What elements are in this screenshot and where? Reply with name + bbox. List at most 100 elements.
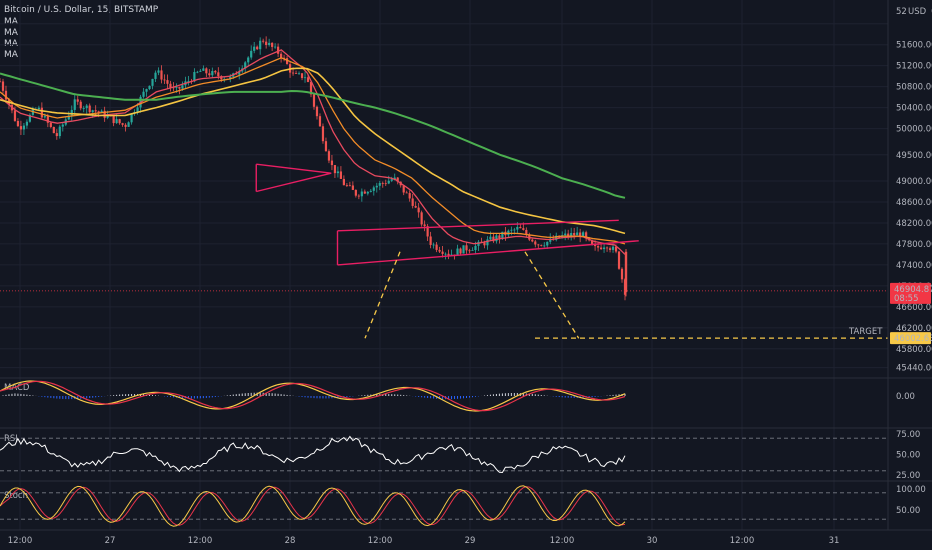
candle-body xyxy=(459,248,462,254)
target-projection-2 xyxy=(524,251,580,339)
candle-body xyxy=(253,46,256,51)
rsi-label: RSI xyxy=(4,434,18,444)
candle-body xyxy=(339,171,343,179)
candle-body xyxy=(280,53,283,58)
candle-body xyxy=(471,250,474,251)
candle-body xyxy=(202,68,205,71)
candle-body xyxy=(306,77,310,82)
candle-body xyxy=(567,233,570,237)
stoch-tick-label: 100.00 xyxy=(896,485,926,495)
candle-body xyxy=(342,178,345,186)
stoch-k-line xyxy=(0,485,626,527)
candle-body xyxy=(300,73,304,79)
candle-body xyxy=(390,179,393,181)
price-tick-label: 50400.00 xyxy=(896,104,932,114)
target-price-badge xyxy=(890,332,931,345)
candle-body xyxy=(429,236,432,245)
candle-body xyxy=(229,76,232,80)
candle-body xyxy=(593,244,597,247)
candle-body xyxy=(611,246,615,250)
rsi-tick-label: 50.00 xyxy=(896,451,920,461)
price-tick-label: 48600.00 xyxy=(896,198,932,208)
candle-body xyxy=(262,40,265,42)
candle-body xyxy=(456,248,459,256)
candle-body xyxy=(13,110,17,121)
candle-body xyxy=(555,235,558,240)
candle-body xyxy=(19,126,23,130)
candle-body xyxy=(462,245,465,254)
candle-body xyxy=(40,107,43,118)
time-tick-label: 29 xyxy=(465,536,476,546)
time-tick-label: 12:00 xyxy=(188,536,213,546)
chart-title: Bitcoin / U.S. Dollar, 15, BITSTAMP xyxy=(4,5,159,15)
candle-body xyxy=(513,229,516,231)
candle-body xyxy=(441,251,444,254)
price-tick-label: 45440.00 xyxy=(896,364,932,374)
candle-body xyxy=(76,99,79,102)
candle-body xyxy=(336,171,340,174)
ma-label-4[interactable]: MA xyxy=(4,50,18,60)
candle-body xyxy=(525,229,528,235)
candle-body xyxy=(444,253,447,255)
candle-body xyxy=(582,232,585,237)
time-tick-label: 27 xyxy=(105,536,116,546)
candle-body xyxy=(1,81,5,91)
candle-body xyxy=(354,189,357,196)
channel-upper xyxy=(337,219,619,232)
last-candle-body xyxy=(624,251,628,293)
price-tick-label: 50000.00 xyxy=(896,125,932,135)
candle-body xyxy=(620,268,624,280)
candle-body xyxy=(154,72,157,79)
candle-body xyxy=(297,73,301,75)
candle-body xyxy=(43,116,46,118)
candle-body xyxy=(49,122,52,128)
candle-body xyxy=(82,108,85,109)
ma-label-2[interactable]: MA xyxy=(4,28,18,38)
candle-body xyxy=(55,133,58,137)
candle-body xyxy=(420,212,423,225)
candle-body xyxy=(271,42,274,47)
price-tick-label: 47400.00 xyxy=(896,261,932,271)
currency-box xyxy=(907,5,931,17)
candle-body xyxy=(468,250,471,252)
candle-body xyxy=(438,249,441,252)
candle-body xyxy=(217,72,220,77)
candle-body xyxy=(351,185,354,190)
channel-lower xyxy=(337,240,639,266)
candle-body xyxy=(97,111,100,113)
candle-body xyxy=(423,224,426,227)
candle-body xyxy=(199,70,202,72)
candle-body xyxy=(85,105,88,109)
candle-body xyxy=(605,247,609,249)
candle-body xyxy=(70,109,73,116)
candle-body xyxy=(265,41,268,46)
candle-body xyxy=(163,79,166,81)
price-axis: 51600.00 51200.00 50800.00 50400.00 50000.00… xyxy=(896,41,932,374)
candle-body xyxy=(238,71,241,75)
target-projection-1 xyxy=(364,251,401,339)
candle-body xyxy=(247,57,250,63)
candle-body xyxy=(196,71,199,73)
price-tick-label: 48200.00 xyxy=(896,219,932,229)
macd-signal-line xyxy=(0,380,626,412)
current-price-value: 46904.87 xyxy=(894,285,932,295)
candle-body xyxy=(363,191,366,194)
candle-body xyxy=(178,87,181,89)
ma-label-1[interactable]: MA xyxy=(4,17,18,27)
ma-label-3[interactable]: MA xyxy=(4,39,18,49)
price-tick-label: 50800.00 xyxy=(896,83,932,93)
candle-body xyxy=(474,245,477,251)
candle-body xyxy=(259,40,262,50)
candle-body xyxy=(498,235,501,239)
candle-body xyxy=(417,207,420,213)
candle-body xyxy=(318,116,322,127)
triangle-pattern xyxy=(256,163,332,193)
candle-body xyxy=(617,251,621,269)
candle-body xyxy=(579,232,582,237)
candle-body xyxy=(118,119,121,124)
candle-body xyxy=(28,114,32,122)
candle-body xyxy=(46,116,49,123)
price-tick-label: 49500.00 xyxy=(896,151,932,161)
candle-body xyxy=(208,73,211,76)
